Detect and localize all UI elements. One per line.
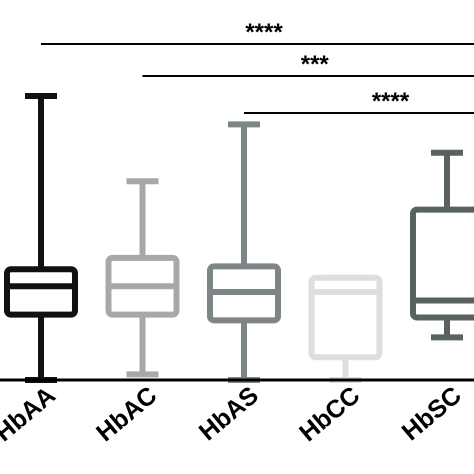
x-tick-labels: HbAA HbAC HbAS HbCC HbSC — [0, 381, 467, 447]
x-tick-label-hbac: HbAC — [91, 381, 162, 447]
x-tick-label-hbcc: HbCC — [294, 381, 365, 447]
sig-label-3: **** — [372, 88, 410, 115]
iqr-box-hbsc — [410, 206, 474, 321]
x-tick-label-hbaa: HbAA — [0, 381, 61, 447]
box-hbsc — [410, 149, 474, 341]
x-tick-label-hbas: HbAS — [194, 381, 264, 446]
box-hbac — [105, 178, 180, 378]
box-series — [4, 93, 474, 383]
significance-brackets: *********** — [41, 19, 474, 115]
box-hbcc — [308, 274, 383, 383]
iqr-box-hbaa — [4, 266, 78, 318]
x-tick-label-hbsc: HbSC — [397, 381, 467, 446]
sig-label-1: **** — [245, 19, 283, 46]
sig-label-2: *** — [301, 51, 330, 78]
box-hbaa — [4, 93, 78, 383]
iqr-box-hbcc — [308, 274, 383, 361]
box-hbas — [207, 121, 281, 383]
